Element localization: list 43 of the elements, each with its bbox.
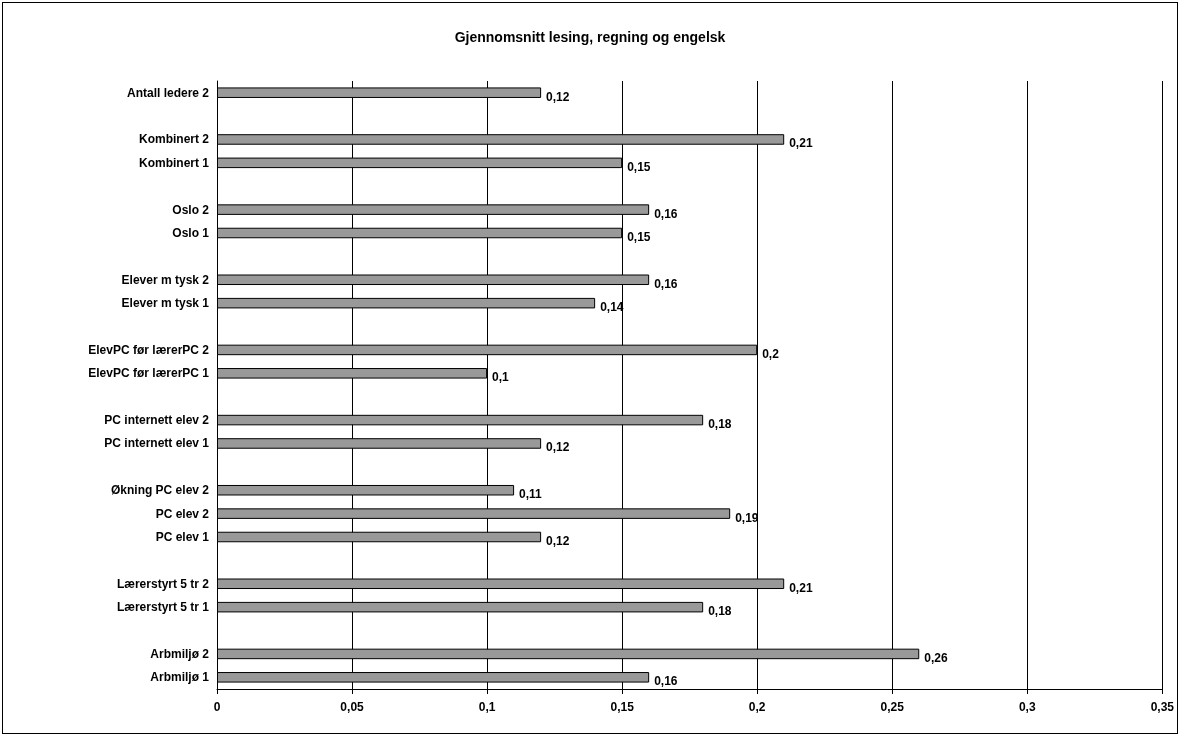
data-label: 0,15 [627, 230, 651, 244]
data-label: 0,11 [519, 487, 543, 502]
y-tick-label: Elever m tysk 2 [121, 272, 210, 287]
x-tick-label: 0,2 [748, 700, 766, 714]
x-tick-label: 0,15 [610, 700, 635, 714]
data-label: 0,16 [654, 276, 678, 291]
x-tick-label: 0,3 [1018, 700, 1036, 714]
data-label: 0,18 [708, 417, 732, 432]
data-label: 0,15 [627, 159, 651, 174]
x-tick-label: 0 [213, 700, 221, 714]
x-tick-label: 0,1 [478, 700, 496, 714]
y-tick-label: Arbmiljø 1 [150, 670, 210, 685]
y-tick-label: ElevPC før lærerPC 1 [88, 366, 210, 381]
y-tick-label: Antall ledere 2 [126, 85, 210, 100]
y-tick-label: Elever m tysk 1 [121, 296, 210, 311]
data-label: 0,12 [546, 534, 570, 548]
y-tick-label: PC internett elev 1 [104, 436, 210, 451]
y-tick-label: Oslo 1 [172, 226, 210, 240]
data-label: 0,2 [762, 346, 780, 361]
y-tick-label: Kombinert 1 [138, 155, 210, 170]
y-tick-label: Økning PC elev 2 [110, 483, 210, 498]
y-tick-label: Lærerstyrt 5 tr 2 [116, 576, 210, 591]
y-tick-label: PC elev 1 [155, 530, 210, 544]
data-label: 0,21 [789, 580, 813, 595]
chart-title: Gjennomsnitt lesing, regning og engelsk [454, 29, 726, 45]
data-label: 0,21 [789, 136, 813, 151]
y-tick-label: Arbmiljø 2 [150, 646, 210, 661]
x-tick-label: 0,35 [1150, 700, 1175, 714]
data-label: 0,18 [708, 604, 732, 619]
y-tick-label: Kombinert 2 [138, 132, 210, 147]
data-label: 0,12 [546, 440, 570, 455]
data-label: 0,12 [546, 89, 570, 104]
y-tick-label: ElevPC før lærerPC 2 [88, 342, 210, 357]
y-tick-label: PC internett elev 2 [104, 413, 210, 428]
data-label: 0,1 [492, 370, 510, 385]
x-tick-label: 0,05 [340, 700, 365, 714]
x-tick-label: 0,25 [880, 700, 905, 714]
data-label: 0,16 [654, 206, 678, 221]
data-label: 0,16 [654, 674, 678, 689]
data-label: 0,26 [924, 650, 948, 665]
y-tick-label: Lærerstyrt 5 tr 1 [116, 600, 210, 615]
y-tick-label: PC elev 2 [155, 506, 210, 521]
y-tick-label: Oslo 2 [172, 202, 210, 217]
